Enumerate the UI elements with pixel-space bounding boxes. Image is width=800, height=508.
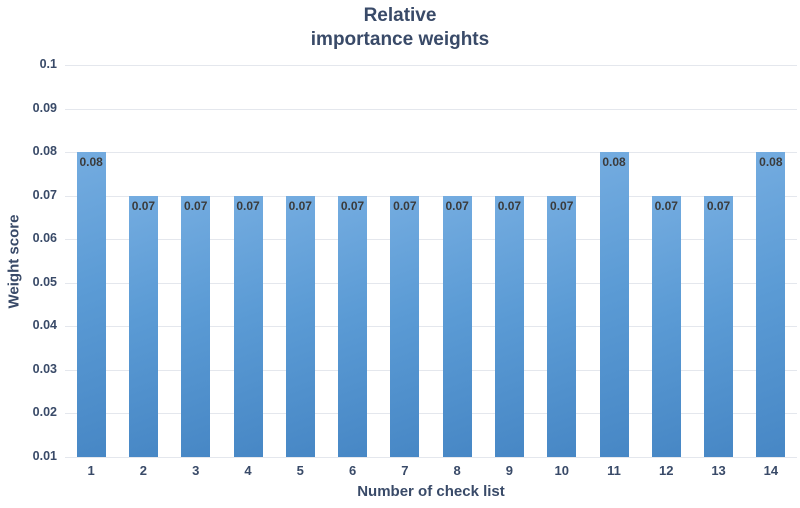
gridline <box>65 326 797 328</box>
gridline <box>65 282 797 284</box>
bar-value-label: 0.07 <box>236 198 260 213</box>
bar <box>651 195 681 457</box>
bar-value-label: 0.07 <box>497 198 522 213</box>
x-tick-label: 14 <box>763 463 779 478</box>
x-tick-label: 7 <box>401 463 409 478</box>
x-tick-label: 9 <box>505 463 514 478</box>
y-tick-label: 0.06 <box>32 231 57 246</box>
gridline <box>65 195 797 197</box>
gridline <box>65 65 797 66</box>
x-tick-label: 2 <box>139 463 148 478</box>
bar-value-label: 0.07 <box>706 198 731 213</box>
gridline <box>65 413 797 415</box>
gridline <box>65 239 797 241</box>
bar-value-label: 0.08 <box>759 155 783 170</box>
chart-title-line-1: Relative <box>363 5 437 26</box>
bar <box>76 152 106 457</box>
bar-value-label: 0.07 <box>393 198 417 213</box>
y-tick-label: 0.03 <box>32 361 57 376</box>
x-tick-label: 12 <box>659 463 674 478</box>
y-tick-label: 0.07 <box>32 187 57 202</box>
bar <box>756 152 786 457</box>
bar-value-label: 0.08 <box>79 155 103 170</box>
bar <box>233 195 263 457</box>
y-tick-label: 0.1 <box>39 57 57 71</box>
y-tick-label: 0.05 <box>32 274 57 289</box>
bar <box>599 152 629 457</box>
bar-value-label: 0.07 <box>184 198 208 213</box>
x-tick-label: 5 <box>296 463 304 478</box>
y-tick-label: 0.09 <box>32 100 57 115</box>
gridline <box>65 369 797 371</box>
gridline <box>65 108 797 110</box>
bar <box>181 195 211 457</box>
bar <box>442 195 472 457</box>
bar <box>494 195 524 457</box>
bar <box>285 195 315 457</box>
bar <box>338 195 368 457</box>
bar-value-label: 0.07 <box>550 198 574 213</box>
bar-value-label: 0.08 <box>602 155 626 170</box>
x-tick-label: 10 <box>554 463 569 478</box>
x-tick-label: 3 <box>192 463 200 478</box>
gridline <box>65 152 797 154</box>
x-axis-title: Number of check list <box>357 483 505 500</box>
x-tick-label: 6 <box>348 463 357 478</box>
x-tick-label: 11 <box>607 463 621 478</box>
bar <box>704 195 734 457</box>
bar-value-label: 0.07 <box>654 198 678 213</box>
x-tick-label: 13 <box>711 463 726 478</box>
y-tick-label: 0.01 <box>32 449 57 463</box>
x-tick-label: 8 <box>453 463 461 478</box>
x-tick-label: 4 <box>244 463 252 478</box>
y-tick-label: 0.08 <box>32 144 57 159</box>
bar-value-label: 0.07 <box>288 198 312 213</box>
bar <box>390 195 420 457</box>
bar-value-label: 0.07 <box>340 198 365 213</box>
plot-area: 0.08 0.07 0.07 0.07 0.07 0.07 0.07 0.07 0.07 0.07… <box>65 65 797 458</box>
y-tick-label: 0.02 <box>32 405 57 420</box>
bar-value-label: 0.07 <box>131 198 156 213</box>
bar <box>547 195 577 457</box>
y-tick-label: 0.04 <box>32 318 57 333</box>
x-tick-label: 1 <box>87 463 95 478</box>
bar-value-label: 0.07 <box>445 198 469 213</box>
chart-title-line-2: importance weights <box>310 29 490 50</box>
bar <box>128 195 158 457</box>
gridline <box>65 457 797 458</box>
chart-title: Relative importance weights <box>0 4 800 52</box>
